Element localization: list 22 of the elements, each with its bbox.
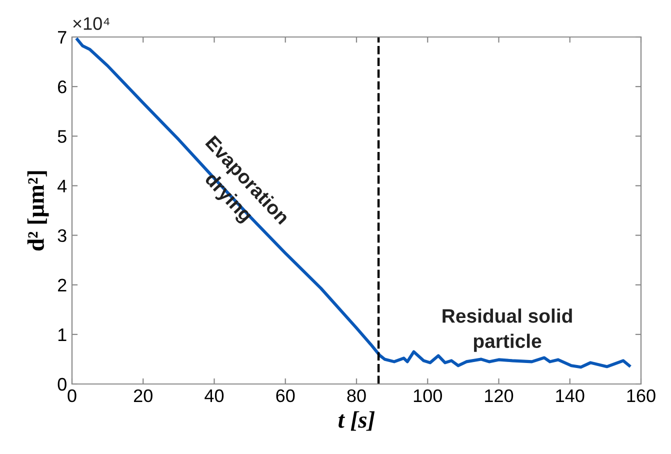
x-tick-label: 20: [134, 389, 152, 402]
x-tick-label: 120: [485, 389, 514, 402]
y-tick-label: 1: [58, 328, 66, 341]
y-tick-label: 6: [58, 80, 66, 94]
y-tick-label: 3: [58, 229, 66, 242]
x-tick-label: 80: [347, 389, 366, 402]
x-tick-label: 160: [627, 389, 656, 402]
line-series: [76, 38, 631, 369]
text: ×10⁴: [73, 17, 110, 30]
y-tick-label: 7: [58, 31, 66, 44]
x-tick-label: 60: [276, 389, 295, 402]
x-tick-label: 100: [414, 389, 442, 402]
y-axis-title: d² [μm²]: [27, 171, 49, 251]
y-tick-label: 4: [58, 180, 67, 192]
x-tick-label: 0: [68, 389, 76, 402]
x-tick-label: 140: [556, 389, 584, 402]
annotation: Residual solid particle: [442, 308, 572, 352]
x-axis-title: t [s]: [338, 411, 375, 431]
y-tick-label: 5: [58, 130, 66, 143]
y-tick-label: 2: [58, 278, 66, 292]
y-tick-label: 0: [58, 378, 66, 391]
x-tick-label: 40: [204, 389, 224, 402]
